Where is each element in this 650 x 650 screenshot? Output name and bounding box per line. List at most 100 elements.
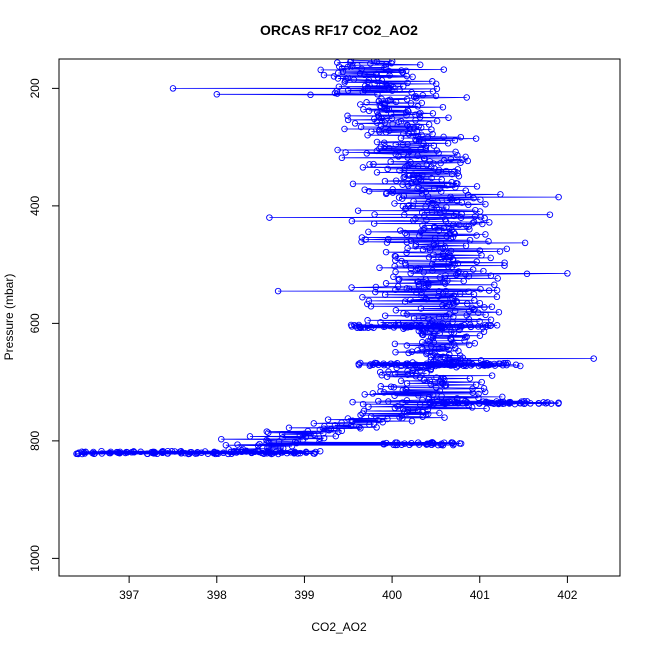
data-point <box>311 450 318 457</box>
data-point <box>478 378 485 386</box>
data-point <box>408 322 415 330</box>
data-point <box>383 106 390 114</box>
data-point <box>429 360 436 368</box>
data-point <box>444 140 452 147</box>
data-point <box>344 116 352 124</box>
data-point <box>357 425 364 432</box>
data-point <box>423 441 430 448</box>
data-point <box>488 372 496 379</box>
data-point <box>371 211 378 218</box>
data-point <box>385 398 392 405</box>
data-point <box>452 148 459 156</box>
data-point <box>418 99 426 107</box>
data-point <box>409 202 417 210</box>
data-point <box>310 420 318 427</box>
data-point <box>380 389 388 396</box>
data-point <box>137 448 144 456</box>
data-point <box>334 59 341 66</box>
data-point <box>465 272 473 280</box>
data-point <box>387 383 395 390</box>
data-point <box>307 91 314 99</box>
data-point <box>224 450 232 458</box>
data-point <box>396 167 403 174</box>
data-point <box>107 449 114 457</box>
data-point <box>316 426 324 433</box>
data-point <box>266 449 274 456</box>
data-point <box>400 310 407 317</box>
data-point <box>408 369 416 377</box>
x-tick-label: 398 <box>207 588 227 602</box>
data-point <box>376 264 383 272</box>
data-point <box>475 362 483 370</box>
data-point <box>331 421 339 429</box>
data-point <box>399 69 407 76</box>
data-point <box>420 269 427 276</box>
data-point <box>358 238 365 246</box>
data-point <box>477 196 484 203</box>
data-point <box>466 236 474 244</box>
y-axis: 200 400 600 800 1000 <box>28 78 60 572</box>
data-point <box>481 304 488 311</box>
data-point <box>356 324 364 332</box>
data-point <box>263 440 270 447</box>
data-point <box>458 199 466 206</box>
data-point <box>80 448 88 456</box>
data-point <box>399 399 406 406</box>
data-point <box>364 84 372 91</box>
data-point <box>382 248 390 256</box>
data-point <box>371 80 378 87</box>
data-point <box>403 311 411 318</box>
data-point <box>370 160 377 168</box>
data-point <box>361 391 368 398</box>
data-point <box>429 401 436 409</box>
data-point <box>388 87 396 94</box>
data-point <box>396 86 403 93</box>
data-point <box>381 291 389 298</box>
data-point <box>404 371 411 378</box>
data-point <box>420 376 428 384</box>
data-point <box>470 194 477 202</box>
data-point <box>381 139 388 146</box>
data-point <box>439 441 447 449</box>
data-point <box>266 214 273 221</box>
data-point <box>375 397 382 405</box>
data-point <box>213 449 221 457</box>
data-point <box>484 361 492 369</box>
data-point <box>418 190 426 197</box>
data-point <box>440 324 447 332</box>
data-point <box>410 197 417 205</box>
data-point <box>405 131 413 138</box>
data-point <box>463 300 471 307</box>
data-point <box>402 261 409 269</box>
data-point <box>386 127 393 134</box>
data-point <box>444 343 451 350</box>
data-point <box>547 400 555 407</box>
y-tick-label: 200 <box>28 78 42 98</box>
data-point <box>278 449 286 456</box>
data-point <box>473 232 480 239</box>
data-point <box>382 129 390 136</box>
data-point <box>330 73 338 80</box>
data-point <box>395 194 403 201</box>
data-point <box>375 98 383 105</box>
data-point <box>477 285 484 293</box>
data-point <box>491 362 499 369</box>
data-point <box>349 180 357 188</box>
data-point <box>414 323 422 330</box>
data-point <box>429 334 437 342</box>
data-point <box>443 302 450 310</box>
data-point <box>395 118 402 126</box>
data-point <box>395 153 402 160</box>
data-point <box>367 303 375 310</box>
data-point <box>290 450 298 457</box>
data-point <box>451 137 459 144</box>
data-point <box>474 323 482 330</box>
data-point <box>406 148 413 155</box>
data-point <box>430 185 438 192</box>
data-point <box>469 266 477 273</box>
data-point <box>414 163 422 170</box>
data-point <box>499 400 507 407</box>
data-point <box>436 274 444 281</box>
data-point <box>446 251 453 259</box>
data-point <box>520 397 528 405</box>
